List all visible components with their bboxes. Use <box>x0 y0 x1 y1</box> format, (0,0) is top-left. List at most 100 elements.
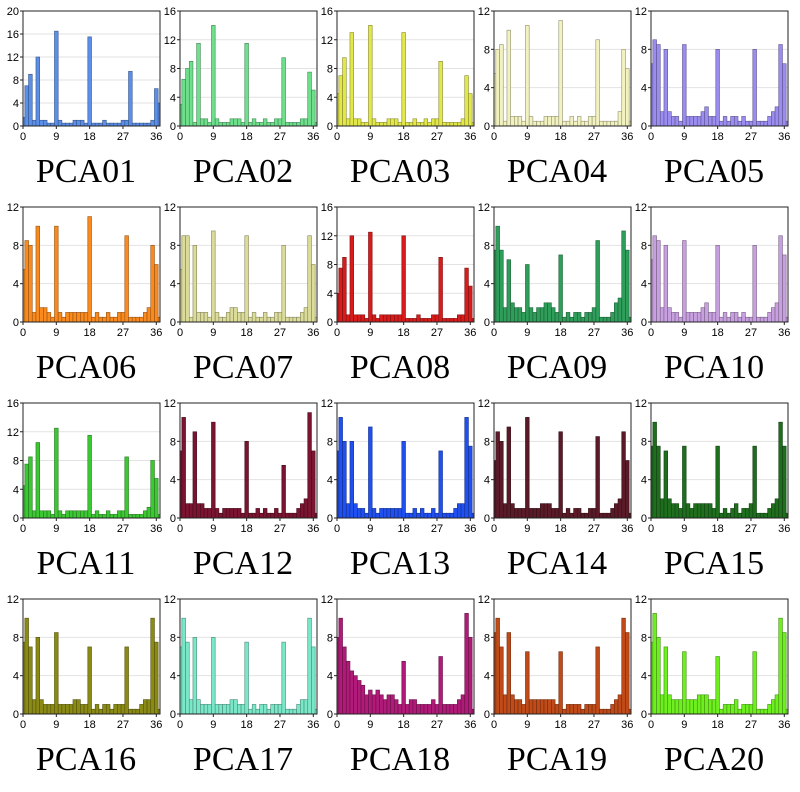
bar <box>460 314 466 323</box>
bar <box>715 49 720 127</box>
bar <box>774 302 780 323</box>
bar <box>577 116 582 127</box>
y-tick-label: 0 <box>327 121 333 133</box>
plot-frame <box>336 402 475 519</box>
bar <box>185 235 190 323</box>
bar-chart: 0 4 8 12 0 9 18 27 36 <box>7 202 163 339</box>
plot-frame <box>22 206 161 323</box>
bar <box>722 116 728 127</box>
x-tick-label: 9 <box>681 523 687 535</box>
bar <box>539 503 545 519</box>
bar <box>730 508 735 519</box>
bar <box>434 512 440 519</box>
bar <box>599 316 604 323</box>
bar <box>80 704 85 715</box>
bar <box>748 704 754 715</box>
bar <box>659 307 665 323</box>
bar <box>382 314 388 323</box>
bar <box>382 699 388 715</box>
y-tick-label: 8 <box>641 436 647 448</box>
bar <box>87 435 92 519</box>
bar <box>248 512 253 519</box>
bar <box>745 704 750 715</box>
y-tick-label: 12 <box>164 398 176 410</box>
bar <box>307 617 312 715</box>
x-tick-label: 18 <box>398 131 410 143</box>
bar <box>569 512 574 519</box>
bar <box>621 431 626 519</box>
x-tick-label: 0 <box>177 327 183 339</box>
bar <box>281 464 286 519</box>
plot-frame <box>22 10 161 127</box>
bar <box>602 512 608 519</box>
bar <box>94 510 100 519</box>
bar <box>349 441 354 519</box>
y-tick-label: 8 <box>170 240 176 252</box>
bar <box>311 89 316 127</box>
bar <box>700 111 705 127</box>
bar <box>39 510 44 519</box>
bar <box>371 314 377 323</box>
pca-panel: 0 4 8 12 0 9 18 27 36 PCA16 <box>6 594 166 792</box>
bar <box>68 312 74 323</box>
bar <box>438 450 443 519</box>
x-tick-label: 18 <box>84 131 96 143</box>
y-tick-label: 4 <box>327 671 333 683</box>
bar <box>745 316 750 323</box>
bar <box>91 316 96 323</box>
bar <box>240 704 246 715</box>
bar <box>266 708 272 715</box>
y-tick-label: 4 <box>641 671 647 683</box>
bar <box>468 637 473 715</box>
y-tick-label: 0 <box>484 513 490 525</box>
x-tick-label: 9 <box>681 327 687 339</box>
y-tick-label: 0 <box>170 513 176 525</box>
bar <box>288 512 294 519</box>
pca-panel: 0 4 8 12 16 0 9 18 27 36 PCA11 <box>6 398 166 596</box>
bar <box>759 120 765 127</box>
bar <box>715 445 720 519</box>
bar <box>499 646 504 715</box>
pca-panel: 0 4 8 12 16 0 9 18 27 36 PCA08 <box>320 202 480 400</box>
bar <box>154 264 159 323</box>
bar <box>495 225 500 323</box>
bar <box>109 514 115 519</box>
bar <box>532 120 537 127</box>
bar <box>591 307 597 323</box>
bar <box>274 704 279 715</box>
bar <box>357 680 362 715</box>
bar <box>266 122 272 127</box>
bar <box>599 120 604 127</box>
y-tick-label: 4 <box>641 83 647 95</box>
bar <box>281 245 286 323</box>
bar <box>296 122 301 127</box>
bar <box>39 119 44 127</box>
bar <box>185 68 190 127</box>
bar <box>244 43 249 127</box>
bar <box>495 431 500 519</box>
bar <box>87 36 92 127</box>
bar <box>371 118 377 127</box>
bar <box>408 122 414 127</box>
bar <box>192 122 197 127</box>
y-tick-label: 16 <box>7 29 19 41</box>
bar <box>678 508 683 519</box>
x-tick-label: 36 <box>464 327 476 339</box>
bar <box>386 508 391 519</box>
y-tick-label: 12 <box>7 52 19 64</box>
y-tick-label: 4 <box>170 475 176 487</box>
panel-title: PCA20 <box>663 741 765 778</box>
bar <box>412 318 417 323</box>
bar <box>46 704 52 715</box>
y-tick-label: 4 <box>484 279 490 291</box>
bar <box>218 704 223 715</box>
y-tick-label: 12 <box>164 594 176 606</box>
bar <box>577 704 582 715</box>
bar <box>196 699 201 715</box>
bar <box>778 44 783 127</box>
bar <box>584 312 589 323</box>
x-tick-label: 18 <box>241 523 253 535</box>
bar <box>711 699 717 715</box>
x-tick-label: 36 <box>778 327 790 339</box>
bar <box>76 119 81 127</box>
